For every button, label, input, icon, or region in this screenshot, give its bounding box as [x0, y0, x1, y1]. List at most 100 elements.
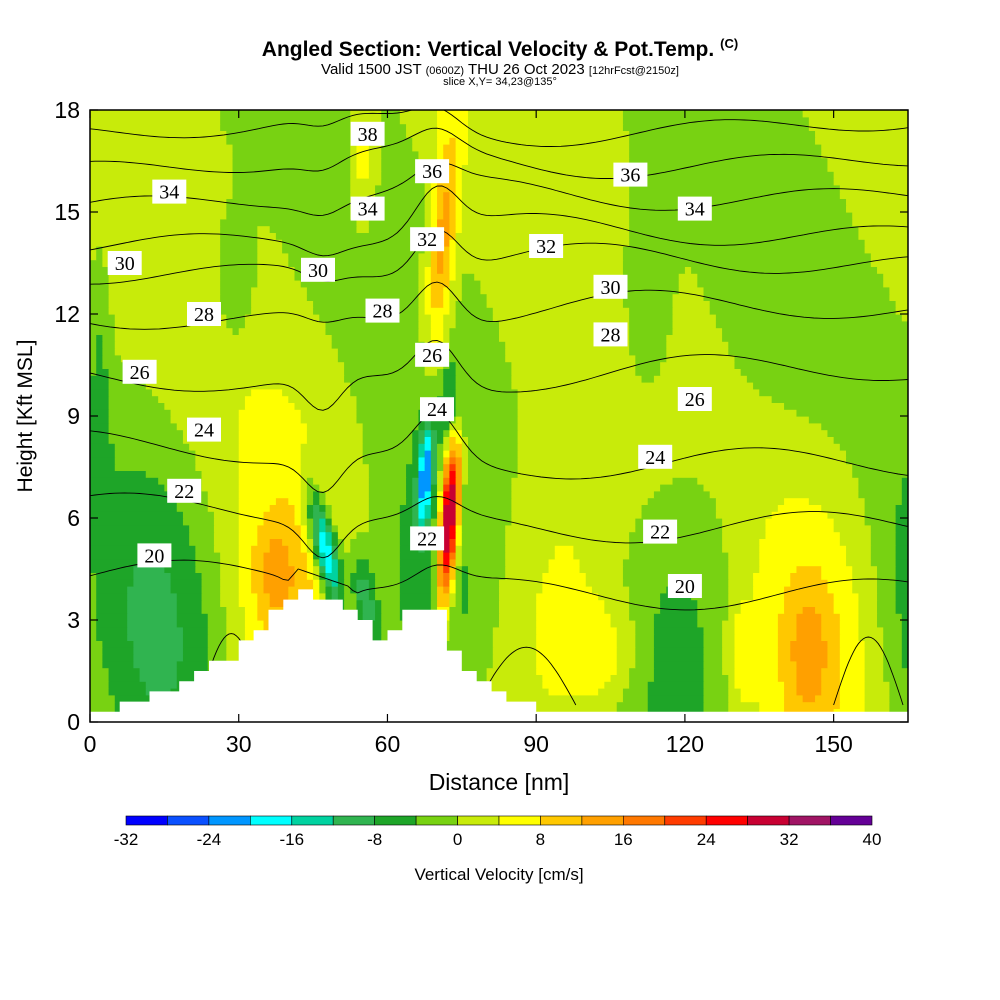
velocity-cell	[443, 470, 451, 478]
velocity-cell	[517, 470, 853, 478]
velocity-cell	[90, 212, 227, 220]
velocity-cell	[356, 225, 370, 233]
velocity-cell	[399, 524, 413, 533]
chart-title: Angled Section: Vertical Velocity & Pot.…	[0, 36, 1000, 62]
velocity-cell	[412, 484, 420, 492]
velocity-cell	[753, 382, 908, 390]
velocity-cell	[356, 613, 364, 621]
velocity-cell	[344, 572, 351, 580]
velocity-cell	[182, 654, 209, 662]
velocity-cell	[839, 688, 866, 696]
velocity-cell	[430, 463, 438, 471]
velocity-cell	[220, 300, 252, 308]
velocity-cell	[653, 660, 705, 669]
velocity-cell	[815, 137, 908, 145]
velocity-cell	[158, 558, 196, 567]
velocity-cell	[430, 443, 438, 451]
velocity-cell	[437, 429, 444, 437]
velocity-cell	[430, 259, 438, 267]
velocity-cell	[108, 409, 172, 417]
velocity-cell	[133, 565, 165, 573]
velocity-cell	[437, 205, 444, 213]
velocity-cell	[381, 150, 420, 159]
velocity-cell	[90, 368, 97, 376]
velocity-cell	[238, 592, 258, 601]
velocity-cell	[455, 511, 463, 519]
velocity-cell	[133, 660, 178, 669]
velocity-cell	[827, 647, 841, 655]
velocity-cell	[251, 579, 265, 587]
velocity-cell	[424, 490, 432, 499]
velocity-cell	[108, 681, 147, 689]
velocity-cell	[536, 633, 618, 641]
velocity-cell	[852, 579, 878, 587]
velocity-cell	[443, 266, 451, 274]
contour-label-box	[415, 159, 450, 184]
velocity-cell	[90, 314, 116, 322]
velocity-cell	[319, 518, 327, 526]
velocity-cell	[96, 606, 128, 614]
velocity-cell	[96, 361, 103, 369]
velocity-cell	[443, 320, 457, 329]
velocity-cell	[96, 572, 134, 580]
velocity-cell	[622, 116, 810, 125]
velocity-cell	[821, 150, 908, 159]
velocity-cell	[430, 218, 438, 227]
x-tick-label: 90	[523, 731, 549, 757]
velocity-cell	[889, 694, 908, 703]
velocity-cell	[468, 579, 500, 587]
velocity-cell	[220, 307, 252, 315]
velocity-cell	[877, 613, 903, 621]
velocity-cell	[288, 252, 420, 261]
velocity-cell	[455, 368, 512, 376]
velocity-cell	[300, 470, 370, 478]
velocity-cell	[808, 116, 908, 125]
velocity-cell	[176, 620, 209, 628]
velocity-cell	[313, 511, 327, 519]
velocity-cell	[777, 633, 798, 641]
velocity-cell	[424, 273, 432, 281]
velocity-cell	[424, 266, 432, 274]
contour-label: 36	[415, 159, 450, 184]
velocity-cell	[201, 477, 240, 485]
velocity-cell	[139, 674, 178, 682]
velocity-cell	[449, 586, 457, 594]
velocity-cell	[90, 259, 103, 267]
velocity-cell	[238, 443, 302, 451]
velocity-cell	[189, 538, 215, 546]
contour-label: 34	[677, 196, 712, 221]
velocity-cell	[399, 531, 420, 539]
velocity-cell	[313, 579, 320, 587]
velocity-cell	[350, 184, 376, 193]
colorbar-tick-label: 40	[863, 830, 882, 849]
velocity-cell	[251, 586, 265, 594]
velocity-cell	[455, 382, 512, 390]
velocity-cell	[499, 613, 537, 621]
velocity-cell	[325, 320, 420, 329]
velocity-cell	[220, 239, 258, 247]
velocity-cell	[437, 456, 444, 465]
velocity-cell	[430, 286, 444, 295]
velocity-cell	[839, 443, 908, 451]
velocity-cell	[220, 225, 258, 233]
velocity-cell	[697, 620, 723, 628]
velocity-cell	[331, 504, 370, 512]
velocity-cell	[821, 144, 908, 152]
velocity-cell	[468, 477, 512, 485]
velocity-cell	[207, 504, 240, 512]
velocity-cell	[375, 191, 426, 199]
velocity-cell	[443, 443, 451, 451]
velocity-cell	[660, 361, 736, 369]
velocity-cell	[362, 606, 376, 614]
velocity-cell	[505, 552, 556, 560]
velocity-cell	[325, 518, 333, 526]
velocity-cell	[300, 511, 308, 519]
velocity-cell	[815, 606, 835, 614]
contour-label: 20	[137, 543, 172, 568]
velocity-cell	[220, 273, 258, 281]
velocity-cell	[839, 654, 866, 662]
velocity-cell	[424, 300, 432, 308]
velocity-cell	[418, 273, 426, 281]
velocity-cell	[647, 497, 717, 505]
velocity-cell	[90, 130, 227, 138]
